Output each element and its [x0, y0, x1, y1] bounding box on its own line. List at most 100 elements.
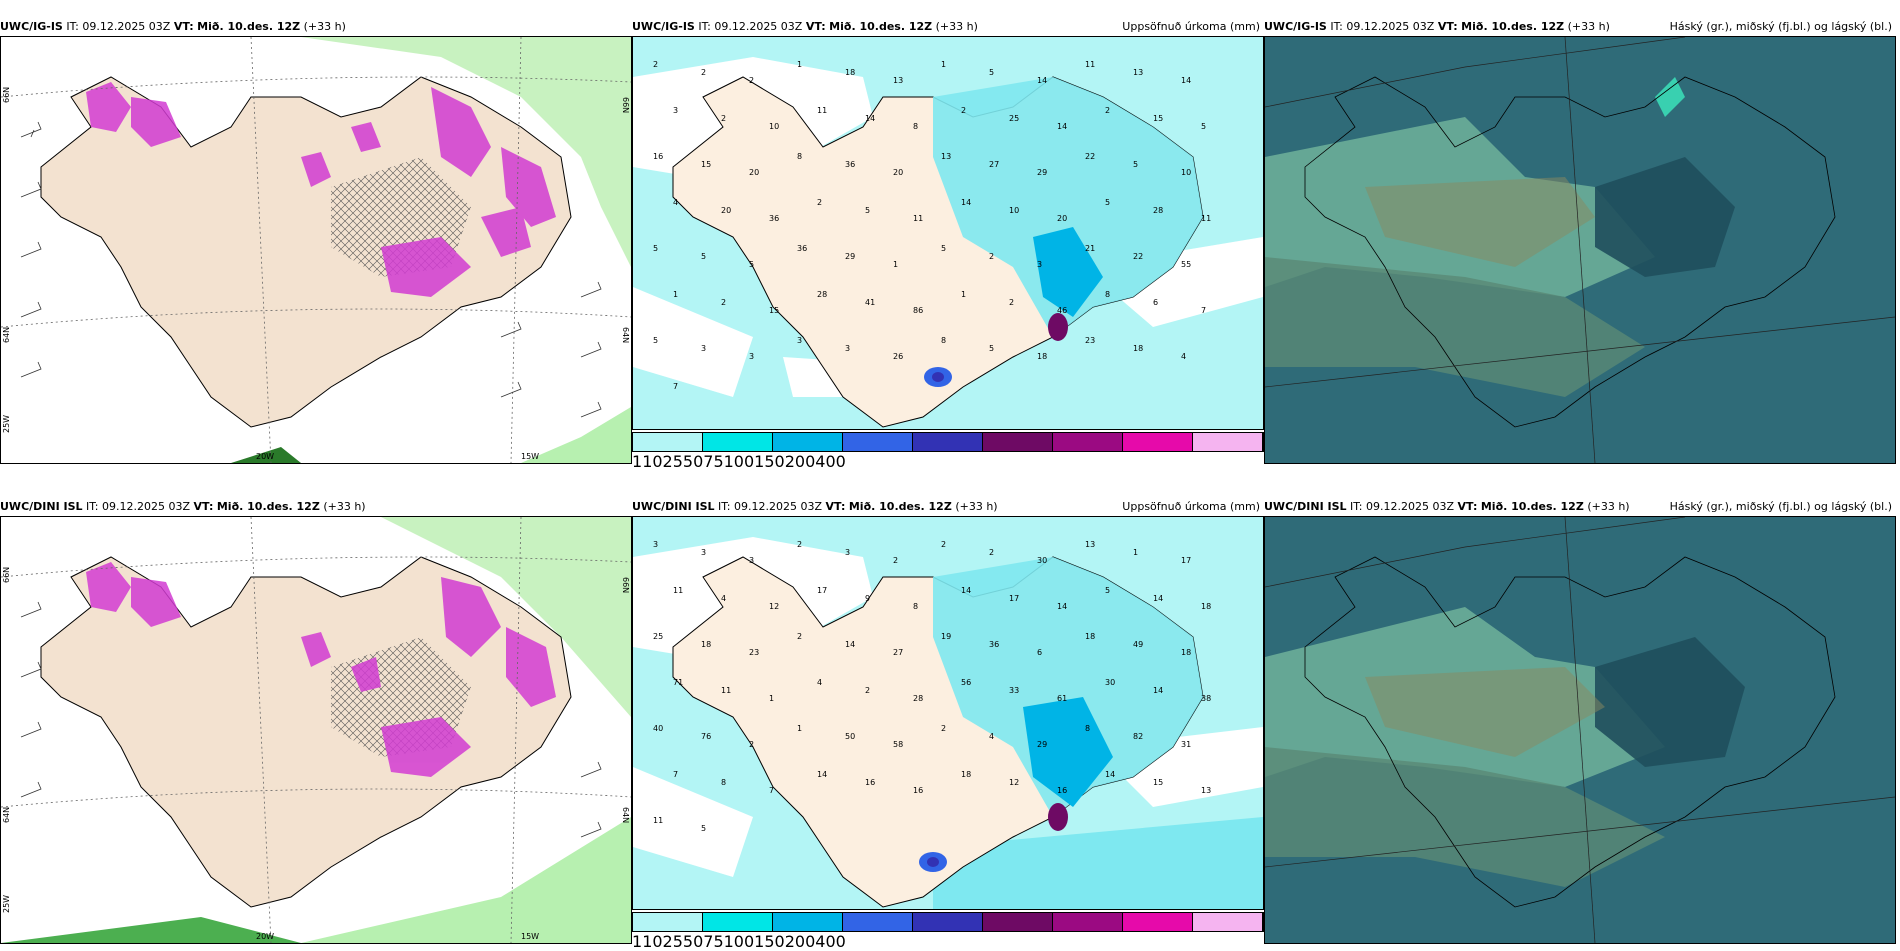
precip-value-label: 8	[1105, 290, 1110, 299]
precip-value-label: 10	[1009, 206, 1019, 215]
lead-time: (+33 h)	[303, 20, 346, 33]
precip-value-label: 15	[701, 160, 711, 169]
precip-value-label: 4	[673, 198, 678, 207]
iceland-landmass	[40, 556, 572, 908]
legend-swatch	[633, 913, 703, 931]
precip-value-label: 18	[961, 770, 971, 779]
precip-value-label: 4	[721, 594, 726, 603]
precip-value-label: 2	[893, 556, 898, 565]
precip-value-label: 9	[865, 594, 870, 603]
precip-value-label: 3	[653, 540, 658, 549]
legend-tick-label: 10	[642, 452, 663, 471]
panel-header-wind-2: UWC/DINI ISL IT: 09.12.2025 03Z VT: Mið.…	[0, 500, 366, 513]
precip-value-label: 25	[653, 632, 663, 641]
precip-value-label: 3	[797, 336, 802, 345]
precip-value-label: 28	[913, 694, 923, 703]
precip-value-label: 14	[961, 586, 971, 595]
legend-tick-label: 1	[632, 932, 643, 951]
precip-value-label: 16	[865, 778, 875, 787]
precip-value-label: 7	[673, 770, 678, 779]
precip-value-label: 14	[865, 114, 875, 123]
precip-value-label: 2	[817, 198, 822, 207]
iceland-outline	[1304, 76, 1836, 428]
precip-value-label: 2	[749, 740, 754, 749]
precip-value-label: 29	[845, 252, 855, 261]
precip-value-label: 3	[749, 556, 754, 565]
precip-value-label: 14	[1037, 76, 1047, 85]
precip-value-label: 56	[961, 678, 971, 687]
precip-value-label: 14	[1105, 770, 1115, 779]
precip-legend-1	[632, 432, 1264, 452]
precip-value-label: 19	[941, 632, 951, 641]
cloud-map-1	[1264, 36, 1896, 464]
precip-value-label: 6	[1153, 298, 1158, 307]
precip-value-label: 2	[941, 540, 946, 549]
precip-value-label: 30	[1105, 678, 1115, 687]
precip-value-label: 31	[1181, 740, 1191, 749]
precip-value-label: 14	[1057, 602, 1067, 611]
snow-patches	[86, 82, 556, 297]
precip-value-label: 7	[673, 382, 678, 391]
legend-tick-label: 75	[703, 452, 724, 471]
precip-value-label: 33	[1009, 686, 1019, 695]
legend-swatch	[1053, 433, 1123, 451]
precip-map-1: 2 2 2 1 18 13 1 5 14 11 13 14 3 2 10 11 14 8 2 25 14 2 15 5 16 15…	[632, 36, 1264, 430]
precip-value-label: 5	[941, 244, 946, 253]
precip-value-label: 8	[1085, 724, 1090, 733]
axis-label-25w: 25W	[2, 415, 11, 433]
precip-value-label: 1	[893, 260, 898, 269]
precip-value-label: 13	[1133, 68, 1143, 77]
precip-value-label: 2	[797, 632, 802, 641]
precip-value-label: 1	[941, 60, 946, 69]
legend-swatch	[843, 913, 913, 931]
axis-label-64n-right: 64N	[621, 327, 630, 343]
row-2: UWC/DINI ISL IT: 09.12.2025 03Z VT: Mið.…	[0, 480, 1900, 951]
precip-value-label: 36	[797, 244, 807, 253]
precip-map-2: 3 3 3 2 3 2 2 2 30 13 1 17 11 4 12 17 9 8 14 17 14 5 14 18 25 18 2…	[632, 516, 1264, 910]
legend-swatch	[913, 913, 983, 931]
precip-value-label: 49	[1133, 640, 1143, 649]
precip-value-label: 2	[961, 106, 966, 115]
precip-value-label: 2	[721, 298, 726, 307]
precip-value-label: 13	[1085, 540, 1095, 549]
precip-value-label: 30	[1037, 556, 1047, 565]
precip-labels: 3332322230131171141217981417145141825182…	[653, 540, 1211, 833]
precip-value-label: 10	[1181, 168, 1191, 177]
precip-value-label: 8	[721, 778, 726, 787]
precip-value-label: 17	[817, 586, 827, 595]
precip-value-label: 26	[893, 352, 903, 361]
legend-swatch	[773, 913, 843, 931]
legend-tick-label: 100	[723, 932, 755, 951]
panel-header-cloud-1: UWC/IG-IS IT: 09.12.2025 03Z VT: Mið. 10…	[1264, 18, 1896, 36]
legend-swatch	[703, 433, 773, 451]
legend-swatch	[843, 433, 913, 451]
iceland-landmass	[40, 76, 572, 428]
precip-value-label: 3	[673, 106, 678, 115]
precip-value-label: 25	[1009, 114, 1019, 123]
precip-value-label: 14	[961, 198, 971, 207]
precip-value-label: 12	[769, 602, 779, 611]
precip-value-label: 5	[1105, 198, 1110, 207]
precip-value-label: 21	[1085, 244, 1095, 253]
legend-swatch	[633, 433, 703, 451]
precip-value-label: 5	[701, 824, 706, 833]
precip-value-label: 13	[1201, 786, 1211, 795]
svg-text:25W: 25W	[2, 895, 11, 913]
precip-value-label: 5	[989, 68, 994, 77]
legend-tick-label: 200	[784, 932, 816, 951]
precip-value-label: 18	[1201, 602, 1211, 611]
precip-value-label: 14	[1153, 594, 1163, 603]
precip-value-label: 16	[913, 786, 923, 795]
precip-value-label: 20	[893, 168, 903, 177]
precip-value-label: 1	[1133, 548, 1138, 557]
precip-value-label: 41	[865, 298, 875, 307]
panel-header-precip-2: UWC/DINI ISL IT: 09.12.2025 03Z VT: Mið.…	[632, 500, 1260, 513]
precip-value-label: 5	[1133, 160, 1138, 169]
precip-value-label: 18	[1037, 352, 1047, 361]
precip-value-label: 27	[989, 160, 999, 169]
precip-value-label: 20	[721, 206, 731, 215]
precip-value-label: 2	[1009, 298, 1014, 307]
precip-value-label: 6	[1037, 648, 1042, 657]
precip-value-label: 55	[1181, 260, 1191, 269]
precip-value-label: 3	[845, 344, 850, 353]
